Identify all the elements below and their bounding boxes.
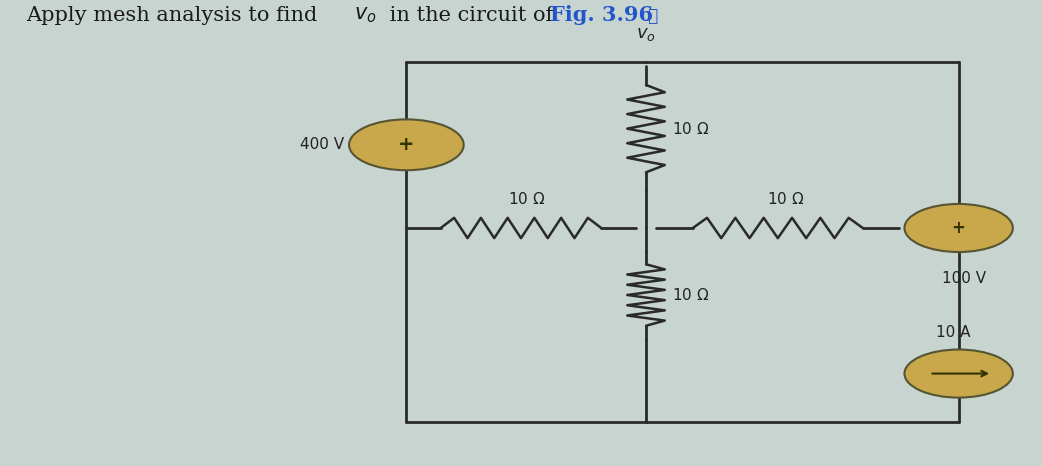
- Text: 10 $\Omega$: 10 $\Omega$: [767, 191, 804, 207]
- Text: 10 $\Omega$: 10 $\Omega$: [672, 287, 710, 303]
- Text: $v_o$: $v_o$: [354, 5, 377, 25]
- Text: +: +: [398, 135, 415, 154]
- Text: Fig. 3.96: Fig. 3.96: [550, 5, 653, 25]
- Text: +: +: [951, 219, 966, 237]
- Circle shape: [349, 119, 464, 170]
- Text: $v_o$: $v_o$: [637, 25, 655, 43]
- Text: 10 $\Omega$: 10 $\Omega$: [672, 121, 710, 137]
- Text: ⧉: ⧉: [643, 7, 659, 25]
- Text: in the circuit of: in the circuit of: [383, 6, 561, 25]
- Circle shape: [904, 204, 1013, 252]
- Text: Apply mesh analysis to find: Apply mesh analysis to find: [26, 6, 324, 25]
- Text: 10 A: 10 A: [936, 325, 971, 340]
- Circle shape: [904, 350, 1013, 397]
- Text: 400 V: 400 V: [300, 137, 344, 152]
- Text: 100 V: 100 V: [942, 270, 986, 286]
- Text: 10 $\Omega$: 10 $\Omega$: [507, 191, 545, 207]
